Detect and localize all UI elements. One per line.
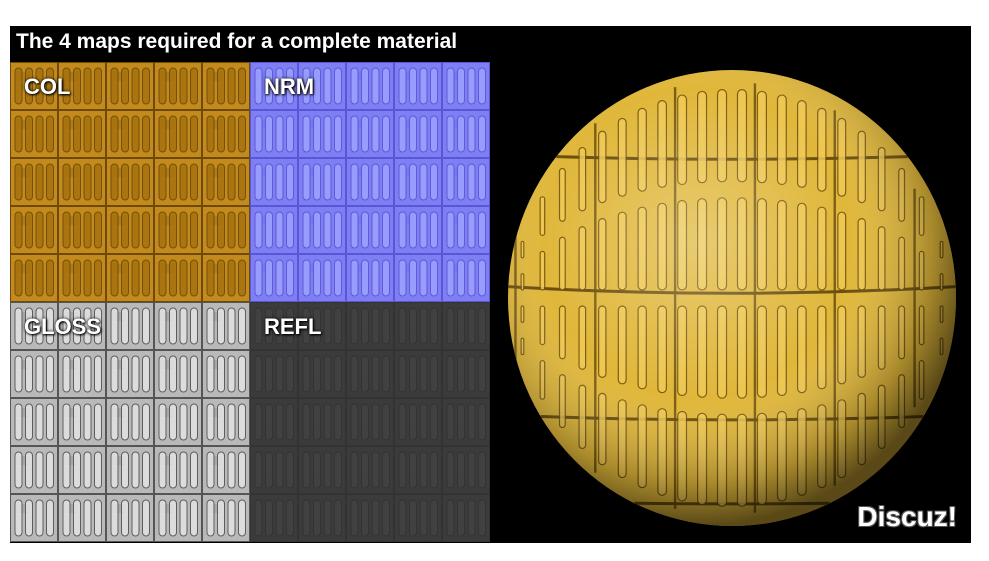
sphere-render <box>508 70 956 526</box>
nrm-map-texture <box>250 62 490 302</box>
col-map-texture <box>10 62 250 302</box>
refl-map-texture <box>250 302 490 542</box>
gloss-map-label: GLOSS <box>24 314 102 339</box>
gloss-map-tile: GLOSS <box>10 302 250 542</box>
gloss-map-texture <box>10 302 250 542</box>
material-sphere-preview <box>504 66 964 536</box>
image-frame: The 4 maps required for a complete mater… <box>10 26 971 543</box>
refl-map-label: REFL <box>264 314 322 339</box>
image-title: The 4 maps required for a complete mater… <box>16 30 458 53</box>
watermark-logo: Discuz! <box>857 501 957 532</box>
nrm-map-label: NRM <box>264 74 315 99</box>
col-map-label: COL <box>24 74 71 99</box>
nrm-map-tile: NRM <box>250 62 490 302</box>
col-map-tile: COL <box>10 62 250 302</box>
refl-map-tile: REFL <box>250 302 490 542</box>
